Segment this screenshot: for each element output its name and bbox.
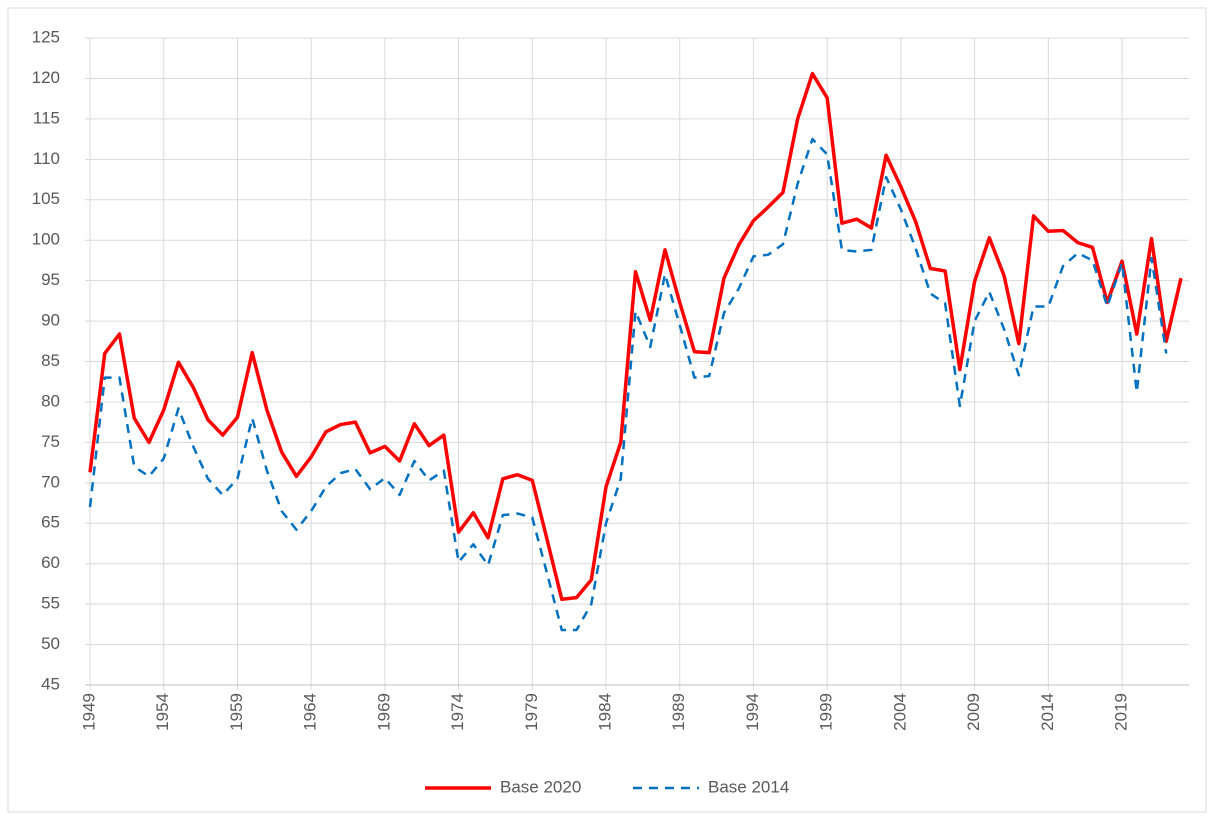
y-tick-label: 125 <box>32 27 60 46</box>
y-tick-label: 100 <box>32 230 60 249</box>
x-tick-label: 1949 <box>79 693 98 731</box>
y-tick-label: 115 <box>33 108 60 127</box>
legend-label: Base 2020 <box>500 777 581 796</box>
x-tick-label: 1954 <box>153 693 172 731</box>
x-tick-label: 1989 <box>669 693 688 731</box>
x-tick-label: 2004 <box>890 693 909 731</box>
x-tick-label: 2014 <box>1038 693 1057 731</box>
x-tick-label: 1984 <box>595 693 614 731</box>
legend-label: Base 2014 <box>708 777 789 796</box>
x-tick-label: 2019 <box>1112 693 1131 731</box>
y-tick-label: 110 <box>33 149 60 168</box>
y-tick-label: 55 <box>41 594 60 613</box>
x-tick-label: 2009 <box>964 693 983 731</box>
y-tick-label: 120 <box>32 68 60 87</box>
x-tick-label: 1959 <box>227 693 246 731</box>
y-tick-label: 105 <box>32 189 60 208</box>
x-tick-label: 1999 <box>817 693 836 731</box>
x-tick-label: 1974 <box>448 693 467 731</box>
y-tick-label: 50 <box>41 634 60 653</box>
x-tick-label: 1969 <box>374 693 393 731</box>
data-line <box>88 137 1168 632</box>
y-tick-label: 45 <box>41 674 60 693</box>
y-tick-label: 85 <box>41 351 60 370</box>
y-tick-label: 65 <box>41 513 60 532</box>
chart-border <box>7 7 1207 813</box>
data-line <box>88 71 1183 602</box>
y-tick-label: 60 <box>41 553 60 572</box>
y-tick-label: 90 <box>41 311 60 330</box>
y-tick-label: 80 <box>41 391 60 410</box>
x-tick-label: 1979 <box>522 693 541 731</box>
x-tick-label: 1964 <box>301 693 320 731</box>
x-tick-label: 1994 <box>743 693 762 731</box>
y-tick-label: 95 <box>41 270 60 289</box>
y-tick-label: 75 <box>41 432 60 451</box>
y-tick-label: 70 <box>41 472 60 491</box>
